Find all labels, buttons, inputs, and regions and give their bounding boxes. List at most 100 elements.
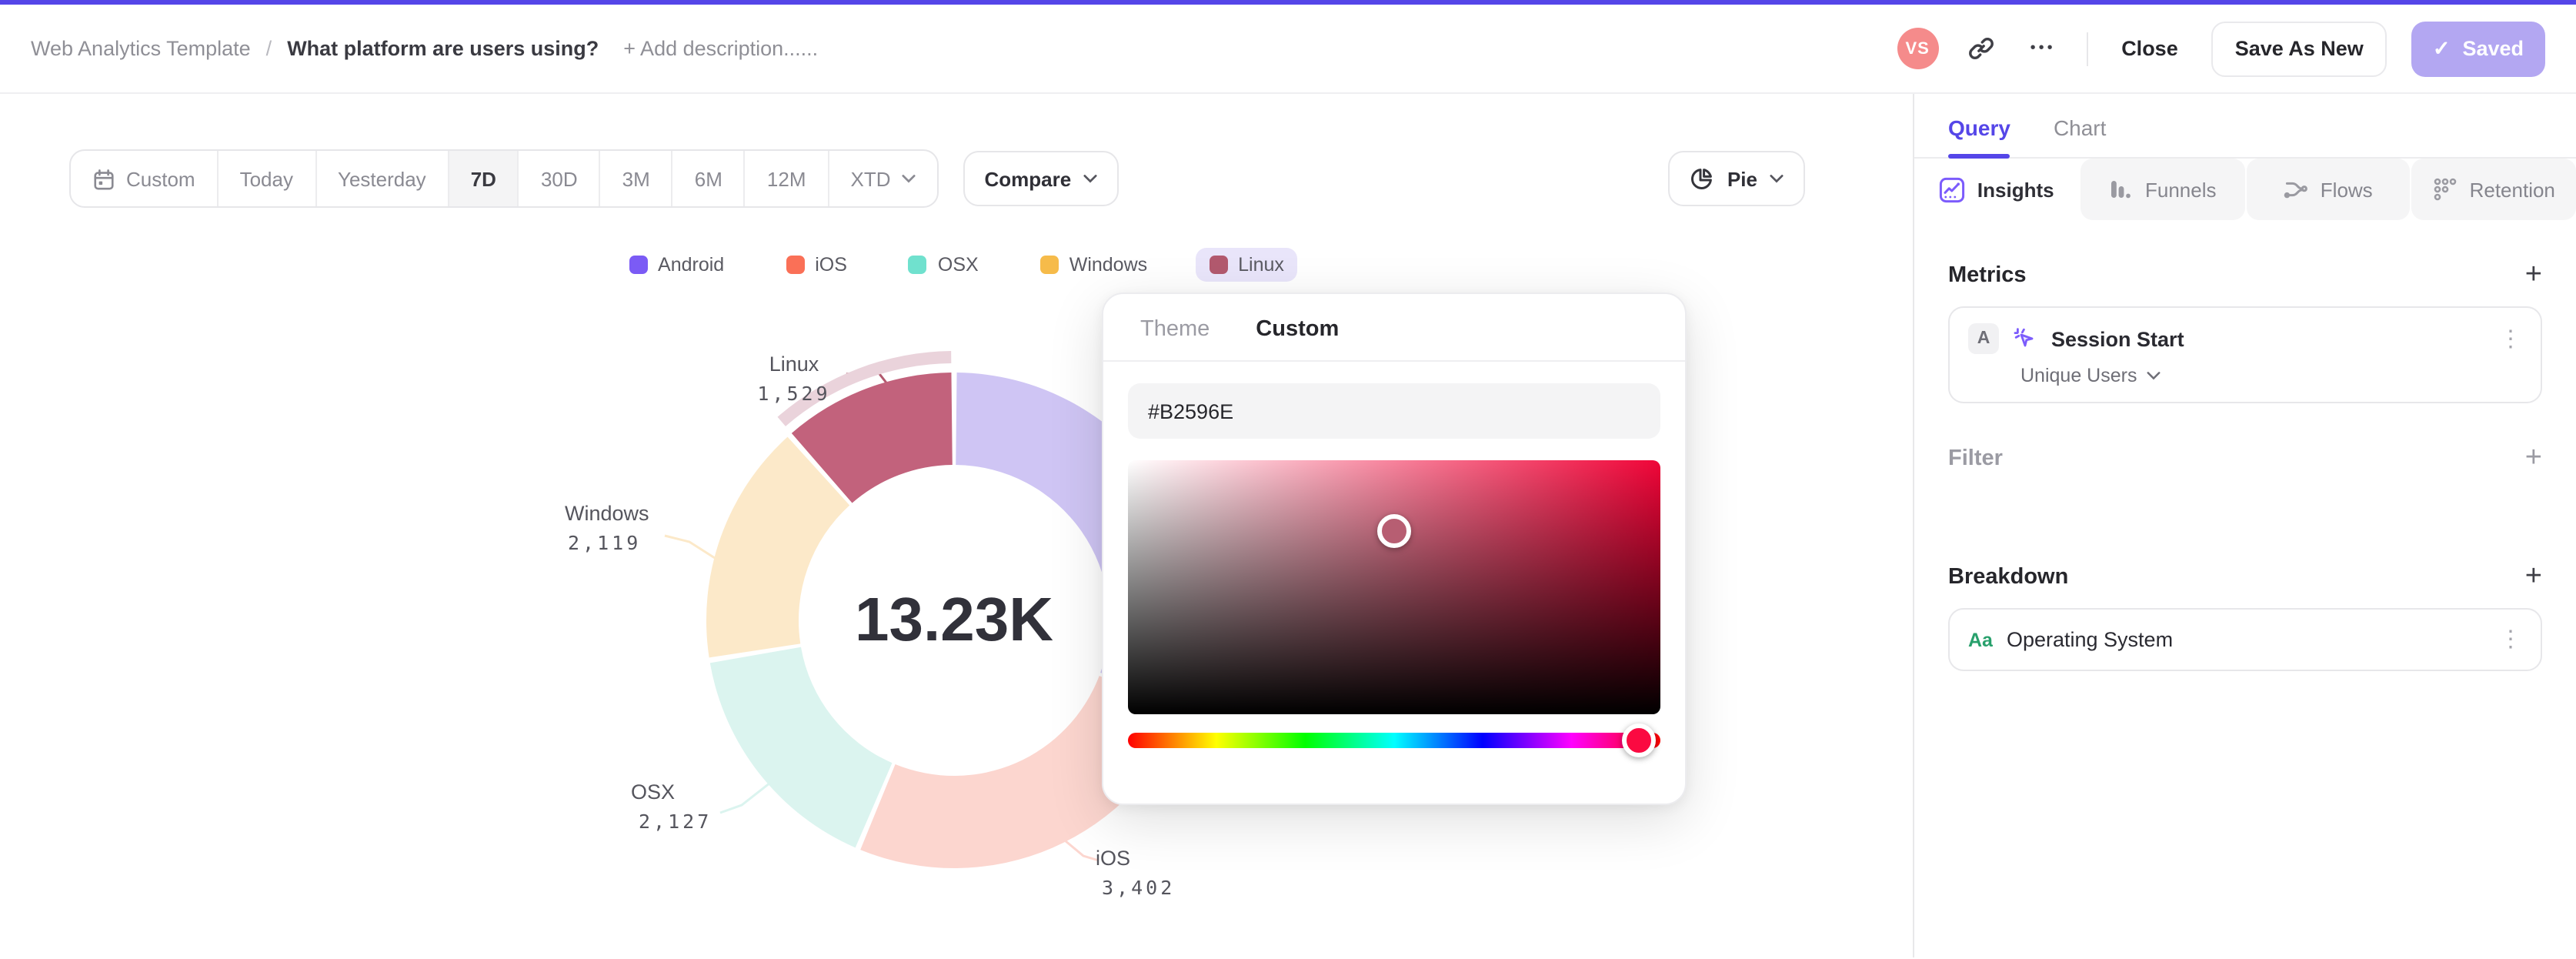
breadcrumb-separator: / — [265, 37, 272, 60]
share-link-icon[interactable] — [1963, 30, 2000, 67]
top-accent-bar — [0, 0, 2576, 5]
breakdown-card[interactable]: Aa Operating System ⋮ — [1948, 608, 2542, 671]
legend-swatch — [629, 256, 648, 274]
chart-legend: Android iOS OSX Windows — [0, 248, 1913, 282]
legend-item-android[interactable]: Android — [615, 248, 738, 282]
funnels-icon — [2111, 181, 2131, 199]
date-range-yesterday[interactable]: Yesterday — [316, 151, 449, 206]
legend-item-ios[interactable]: iOS — [772, 248, 861, 282]
aggregation-select[interactable]: Unique Users — [1968, 365, 2522, 386]
more-menu-button[interactable]: ••• — [2024, 30, 2061, 67]
chart-toolbar: Custom Today Yesterday 7D 30D 3M 6M 12M … — [69, 149, 1805, 208]
tab-query[interactable]: Query — [1948, 94, 2011, 159]
header: Web Analytics Template / What platform a… — [0, 5, 2576, 94]
legend-item-linux-selected[interactable]: Linux — [1195, 248, 1298, 282]
flows-icon — [2284, 182, 2307, 199]
tab-flows[interactable]: Flows — [2246, 159, 2411, 220]
hex-color-input[interactable] — [1128, 383, 1660, 439]
gradient-cursor[interactable] — [1377, 514, 1411, 548]
pie-slice-windows[interactable] — [706, 436, 850, 658]
property-type-icon: Aa — [1968, 629, 1993, 650]
breakdown-heading: Breakdown — [1948, 564, 2069, 589]
tab-retention[interactable]: Retention — [2411, 159, 2576, 220]
avatar[interactable]: VS — [1897, 28, 1939, 69]
page-title[interactable]: What platform are users using? — [287, 37, 599, 60]
metrics-heading: Metrics — [1948, 262, 2027, 287]
metric-event-name[interactable]: Session Start — [2051, 327, 2184, 350]
legend-swatch — [786, 256, 805, 274]
legend-swatch — [908, 256, 927, 274]
date-range-today[interactable]: Today — [219, 151, 316, 206]
chevron-down-icon — [1770, 175, 1784, 183]
legend-item-osx[interactable]: OSX — [895, 248, 993, 282]
insight-type-tabs: Insights Funnels — [1914, 159, 2576, 220]
header-actions: VS ••• Close Save As New ✓ Saved — [1897, 21, 2545, 76]
legend-swatch — [1039, 256, 1059, 274]
pie-label-windows: Windows 2,119 — [565, 502, 649, 554]
date-range-7d[interactable]: 7D — [449, 151, 519, 206]
main-panel: Custom Today Yesterday 7D 30D 3M 6M 12M … — [0, 94, 1914, 957]
saved-button[interactable]: ✓ Saved — [2411, 21, 2545, 76]
legend-item-windows[interactable]: Windows — [1026, 248, 1161, 282]
date-range-custom[interactable]: Custom — [71, 151, 219, 206]
event-sparkle-icon — [2014, 328, 2034, 347]
saturation-value-gradient[interactable] — [1128, 460, 1660, 714]
compare-button[interactable]: Compare — [963, 151, 1119, 206]
filter-section-header: Filter + — [1948, 443, 2542, 473]
chevron-down-icon — [901, 175, 916, 183]
metrics-section-header: Metrics + — [1948, 260, 2542, 289]
breakdown-section-header: Breakdown + — [1948, 562, 2542, 591]
hue-slider[interactable] — [1128, 723, 1660, 757]
breakdown-property-name[interactable]: Operating System — [2006, 628, 2174, 651]
date-range-xtd[interactable]: XTD — [829, 151, 937, 206]
tab-insights[interactable]: Insights — [1914, 159, 2079, 220]
pie-chart-icon — [1691, 169, 1713, 189]
date-range-3m[interactable]: 3M — [601, 151, 673, 206]
tab-funnels[interactable]: Funnels — [2080, 159, 2244, 220]
chart-type-select[interactable]: Pie — [1668, 151, 1805, 206]
tab-chart[interactable]: Chart — [2053, 115, 2107, 140]
date-range-control: Custom Today Yesterday 7D 30D 3M 6M 12M … — [69, 149, 939, 208]
calendar-icon — [94, 169, 114, 189]
date-range-label: Custom — [126, 167, 195, 190]
add-description-button[interactable]: + Add description...... — [623, 37, 819, 60]
add-metric-button[interactable]: + — [2524, 259, 2542, 291]
breadcrumb-root[interactable]: Web Analytics Template — [31, 37, 251, 60]
close-button[interactable]: Close — [2112, 31, 2187, 66]
pie-slice-linux[interactable] — [791, 373, 953, 503]
date-range-30d[interactable]: 30D — [519, 151, 601, 206]
series-badge: A — [1968, 323, 1999, 354]
saved-label: Saved — [2462, 37, 2524, 60]
date-range-6m[interactable]: 6M — [673, 151, 746, 206]
save-as-new-button[interactable]: Save As New — [2211, 21, 2387, 76]
pie-label-ios: iOS 3,402 — [1096, 847, 1176, 899]
chevron-down-icon — [2147, 372, 2160, 380]
color-picker-popup: Theme Custom — [1102, 292, 1687, 805]
date-range-12m[interactable]: 12M — [746, 151, 829, 206]
hue-slider-handle[interactable] — [1622, 723, 1657, 757]
insights-icon — [1939, 176, 1965, 202]
chevron-down-icon — [1083, 175, 1097, 183]
ellipsis-icon: ••• — [2030, 40, 2056, 57]
pie-label-osx: OSX 2,127 — [631, 780, 712, 833]
legend-swatch — [1209, 256, 1228, 274]
chart-region: Android iOS OSX Windows — [0, 208, 1913, 947]
tab-theme[interactable]: Theme — [1140, 317, 1210, 342]
filter-heading: Filter — [1948, 446, 2003, 470]
retention-icon — [2434, 178, 2456, 201]
pie-slice-highlight-ring — [777, 351, 952, 426]
pie-label-linux: Linux 1,529 — [757, 353, 831, 405]
color-picker-tabs: Theme Custom — [1103, 294, 1685, 362]
header-divider — [2086, 32, 2088, 65]
metric-kebab-menu[interactable]: ⋮ — [2499, 326, 2522, 352]
breadcrumb: Web Analytics Template / What platform a… — [31, 37, 818, 60]
tab-custom[interactable]: Custom — [1256, 317, 1340, 342]
metric-card[interactable]: A Session Start ⋮ Unique Users — [1948, 306, 2542, 403]
pie-slice-osx[interactable] — [709, 647, 893, 848]
check-icon: ✓ — [2432, 36, 2451, 59]
sidebar-tabs: Query Chart — [1914, 94, 2576, 159]
add-breakdown-button[interactable]: + — [2524, 560, 2542, 593]
breakdown-kebab-menu[interactable]: ⋮ — [2499, 627, 2522, 653]
add-filter-button[interactable]: + — [2524, 442, 2542, 474]
